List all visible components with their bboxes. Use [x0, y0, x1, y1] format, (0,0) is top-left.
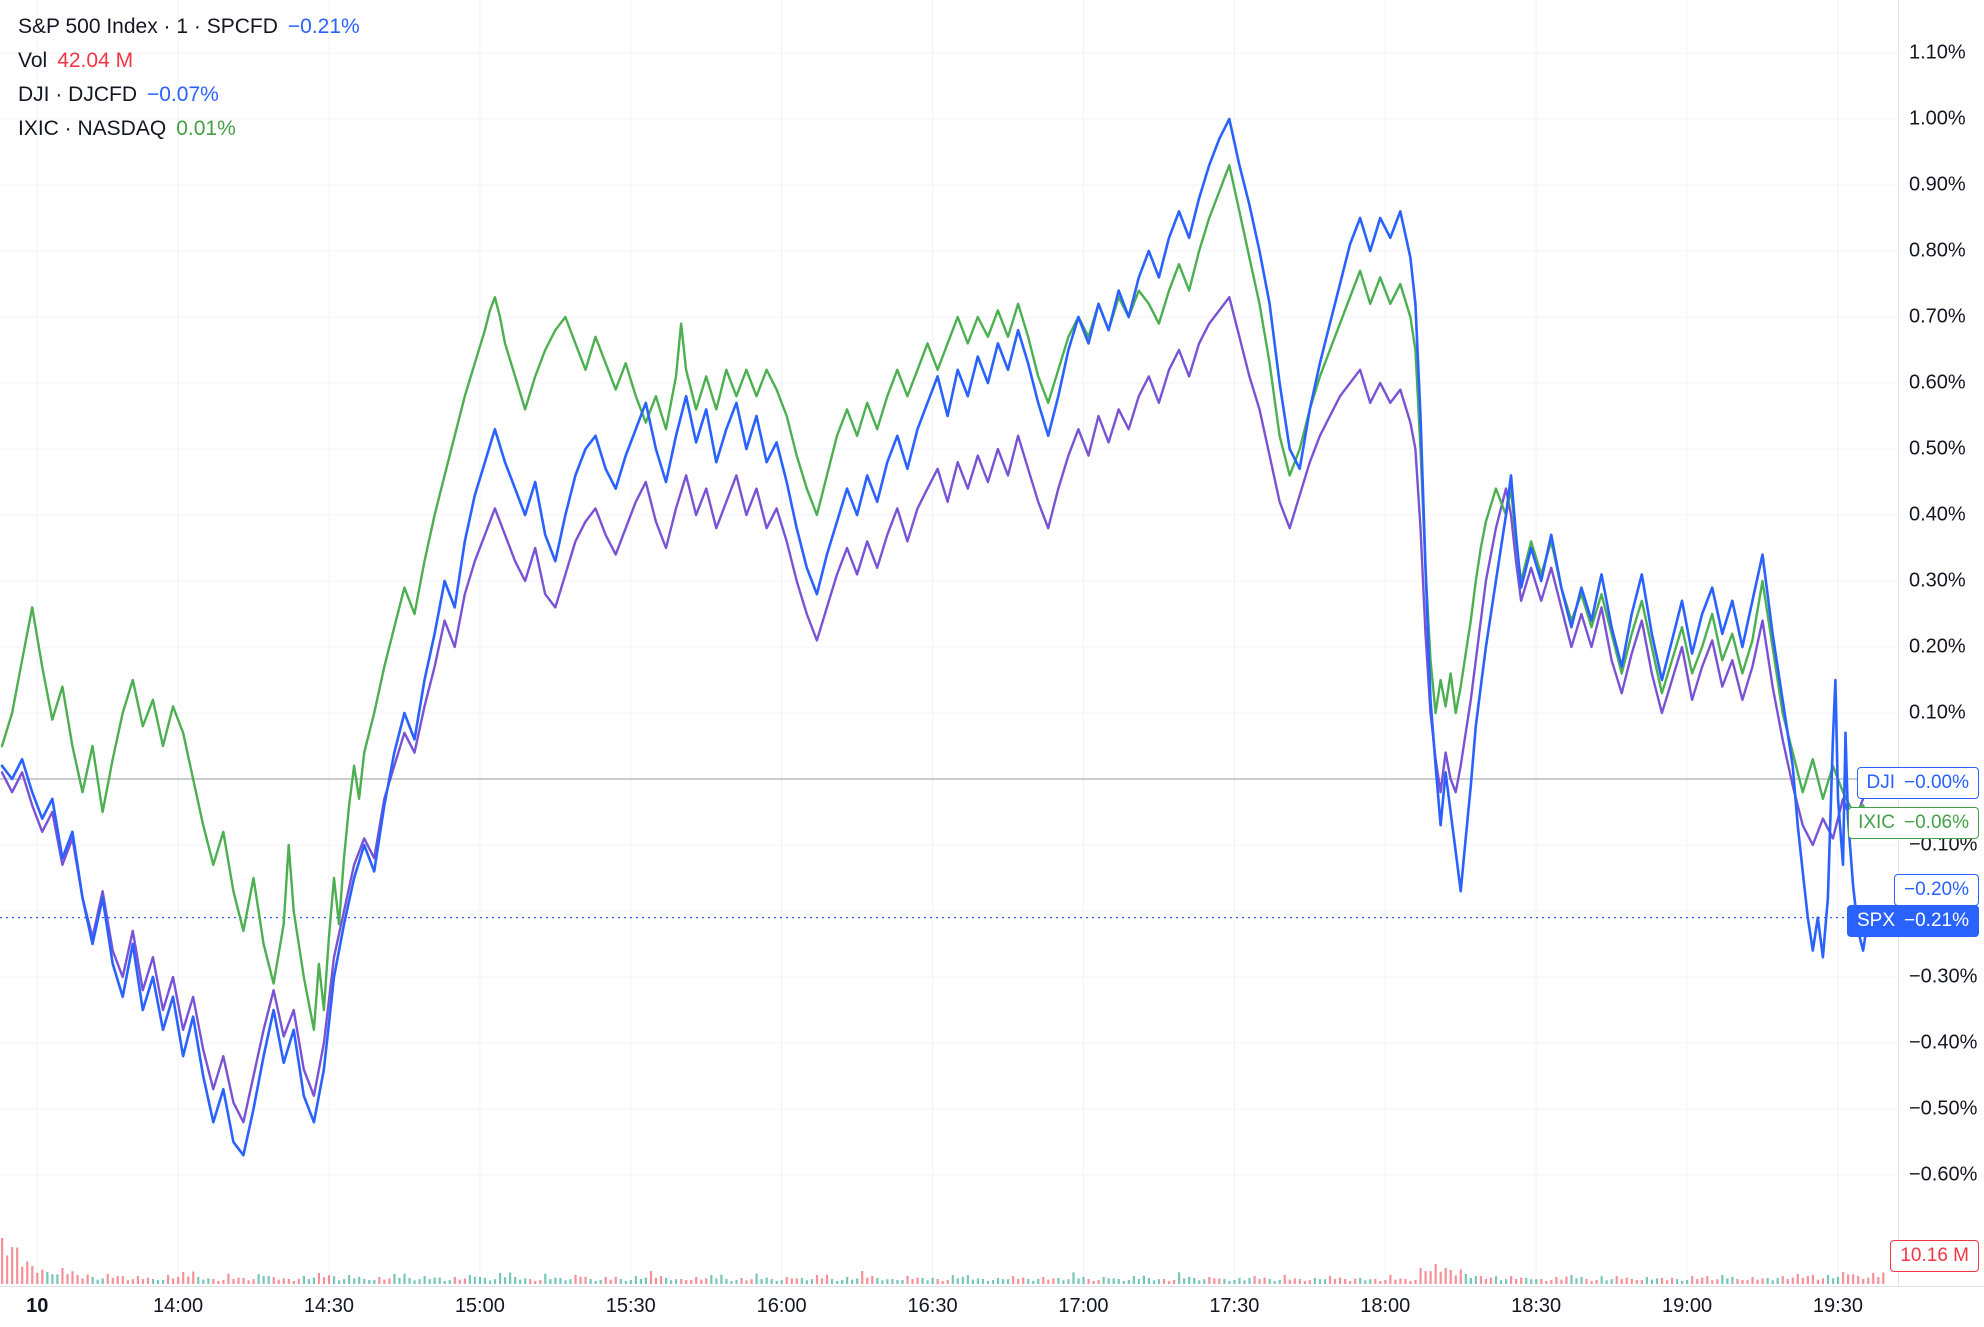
legend-volume-title: Vol [18, 49, 48, 72]
price-scale-label: −0.60% [1909, 1163, 1978, 1186]
legend-row-spx[interactable]: S&P 500 Index · 1 · SPCFD −0.21% [18, 10, 360, 44]
price-scale-label: −0.10% [1909, 833, 1978, 856]
series-line-dji[interactable] [0, 296, 1870, 1124]
price-scale-label: −0.30% [1909, 965, 1978, 988]
chart-pane[interactable]: S&P 500 Index · 1 · SPCFD −0.21% Vol 42.… [0, 0, 1898, 1286]
price-scale-label: 0.80% [1909, 239, 1966, 262]
badge-price-value: −0.00% [1904, 771, 1969, 793]
price-badge-spx: SPX −0.21% [1846, 904, 1979, 937]
time-axis-date-label: 10 [26, 1295, 49, 1317]
price-chart-canvas[interactable] [0, 0, 1898, 1286]
price-scale[interactable]: 1.10% 1.00% 0.90% 0.80% 0.70% 0.60% 0.50% 0.40%… [1846, 0, 1984, 1286]
volume-bars [1, 1238, 1885, 1284]
legend-dji-change: −0.07% [147, 83, 219, 106]
time-axis-label: 15:30 [605, 1295, 656, 1317]
legend-ixic-title: IXIC · NASDAQ [18, 117, 167, 140]
price-scale-label: −0.40% [1909, 1031, 1978, 1054]
time-axis-label: 16:30 [907, 1295, 958, 1317]
price-scale-label: 0.60% [1909, 371, 1966, 394]
price-badge-−0.20%: −0.20% [1894, 873, 1979, 906]
badge-symbol-label: SPX [1856, 909, 1896, 931]
legend: S&P 500 Index · 1 · SPCFD −0.21% Vol 42.… [18, 10, 360, 146]
time-axis-label: 19:30 [1812, 1295, 1863, 1317]
legend-spx-title: S&P 500 Index · 1 · SPCFD [18, 15, 278, 38]
time-axis-label: 18:30 [1511, 1295, 1562, 1317]
price-scale-label: 0.30% [1909, 569, 1966, 592]
price-scale-label: 0.10% [1909, 701, 1966, 724]
price-scale-label: 0.90% [1909, 173, 1966, 196]
badge-symbol-label: IXIC [1858, 811, 1896, 833]
price-scale-label: 0.70% [1909, 305, 1966, 328]
time-axis[interactable]: 10 14:00 14:30 15:00 15:30 16:00 16:30 17:00 17:… [0, 1286, 1984, 1327]
legend-dji-title: DJI · DJCFD [18, 83, 137, 106]
series-line-ixic[interactable] [0, 163, 1870, 1032]
price-scale-label: 0.40% [1909, 503, 1966, 526]
time-axis-label: 14:00 [153, 1295, 204, 1317]
legend-row-ixic[interactable]: IXIC · NASDAQ 0.01% [18, 112, 360, 146]
time-axis-label: 17:00 [1058, 1295, 1109, 1317]
time-axis-label: 16:00 [756, 1295, 807, 1317]
time-axis-label: 15:00 [454, 1295, 505, 1317]
time-axis-label: 17:30 [1209, 1295, 1260, 1317]
price-badge-ixic: IXIC −0.06% [1848, 806, 1979, 839]
volume-badge: 10.16 M [1890, 1240, 1979, 1272]
price-badge-dji: DJI −0.00% [1856, 766, 1979, 799]
series-line-spx[interactable] [0, 117, 1870, 1157]
legend-row-dji[interactable]: DJI · DJCFD −0.07% [18, 78, 360, 112]
legend-ixic-change: 0.01% [176, 117, 236, 140]
price-scale-label: 1.10% [1909, 41, 1966, 64]
price-scale-label: 0.50% [1909, 437, 1966, 460]
time-axis-label: 19:00 [1662, 1295, 1713, 1317]
price-scale-label: −0.50% [1909, 1097, 1978, 1120]
badge-symbol-label: DJI [1866, 771, 1896, 793]
legend-spx-change: −0.21% [287, 15, 360, 38]
time-axis-label: 14:30 [303, 1295, 354, 1317]
badge-price-value: −0.21% [1904, 909, 1969, 931]
badge-price-value: −0.06% [1904, 811, 1969, 833]
badge-price-value: −0.20% [1904, 878, 1969, 900]
price-scale-label: 1.00% [1909, 107, 1966, 130]
legend-row-volume[interactable]: Vol 42.04 M [18, 44, 360, 78]
time-axis-label: 18:00 [1360, 1295, 1411, 1317]
legend-volume-value: 42.04 M [57, 49, 134, 72]
price-scale-label: 0.20% [1909, 635, 1966, 658]
